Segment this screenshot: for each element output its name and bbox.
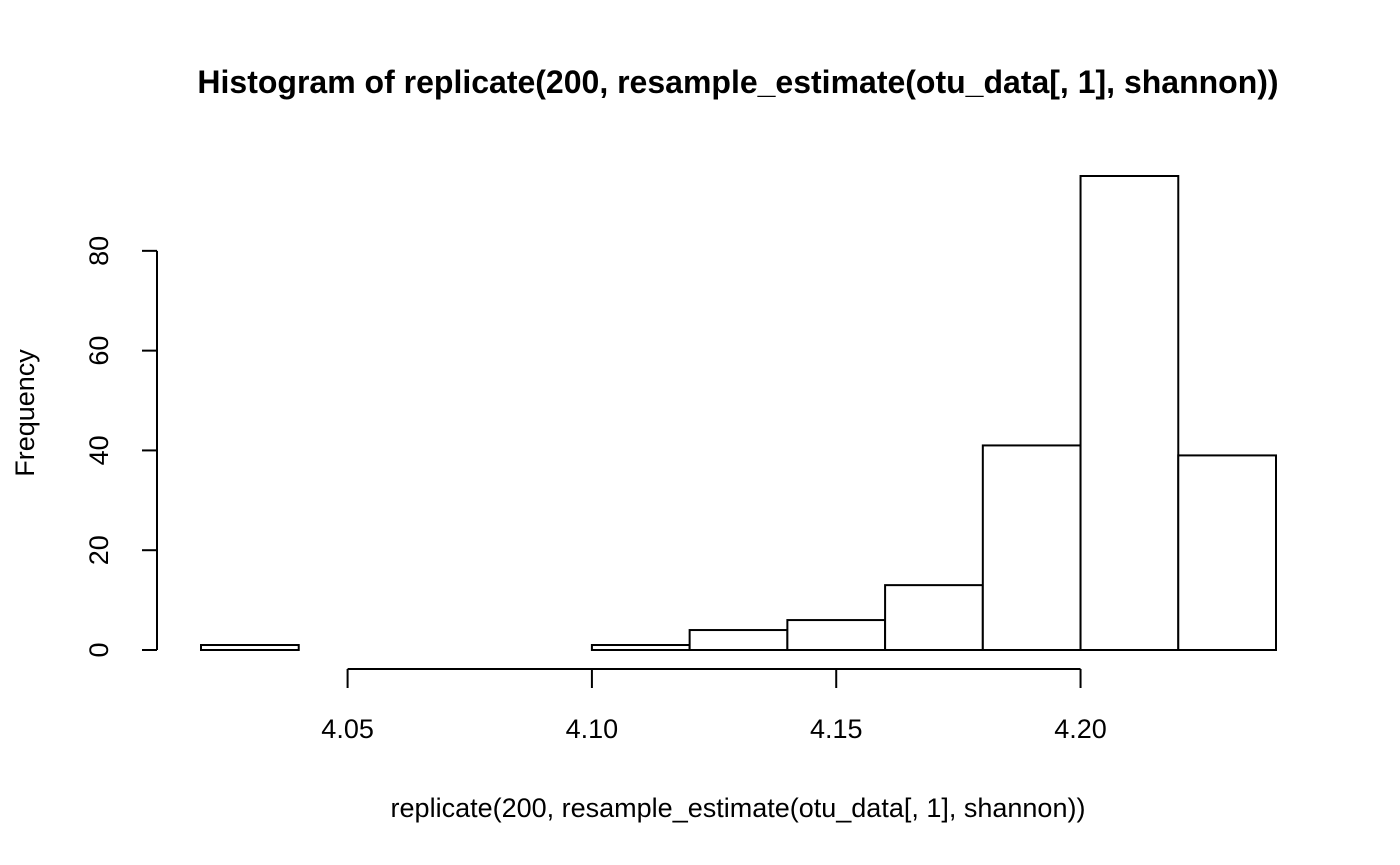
y-tick-label-3: 60 [84, 336, 114, 366]
histogram-bar-7 [884, 584, 984, 651]
x-tick-label-1: 4.10 [566, 714, 619, 744]
histogram-bar-8 [981, 444, 1082, 651]
histogram-bar-10 [1177, 454, 1277, 651]
x-axis-label: replicate(200, resample_estimate(otu_dat… [391, 793, 1086, 823]
x-axis: 4.05 4.10 4.15 4.20 [321, 668, 1107, 744]
y-axis: 0 20 40 60 80 [84, 236, 158, 658]
histogram-bar-9 [1079, 175, 1180, 651]
x-tick-label-0: 4.05 [321, 714, 374, 744]
x-tick-label-3: 4.20 [1054, 714, 1107, 744]
x-tick-label-2: 4.15 [810, 714, 863, 744]
histogram-bar-6 [786, 619, 887, 652]
histogram-bars [200, 175, 1277, 652]
y-tick-label-0: 0 [84, 642, 114, 657]
y-tick-label-4: 80 [84, 236, 114, 266]
y-axis-label: Frequency [10, 349, 40, 477]
y-tick-label-2: 40 [84, 435, 114, 465]
histogram-bar-5 [688, 629, 789, 652]
y-tick-label-1: 20 [84, 535, 114, 565]
chart-title: Histogram of replicate(200, resample_est… [197, 64, 1278, 100]
histogram-bar-0 [200, 644, 300, 651]
histogram-bar-4 [590, 644, 691, 651]
